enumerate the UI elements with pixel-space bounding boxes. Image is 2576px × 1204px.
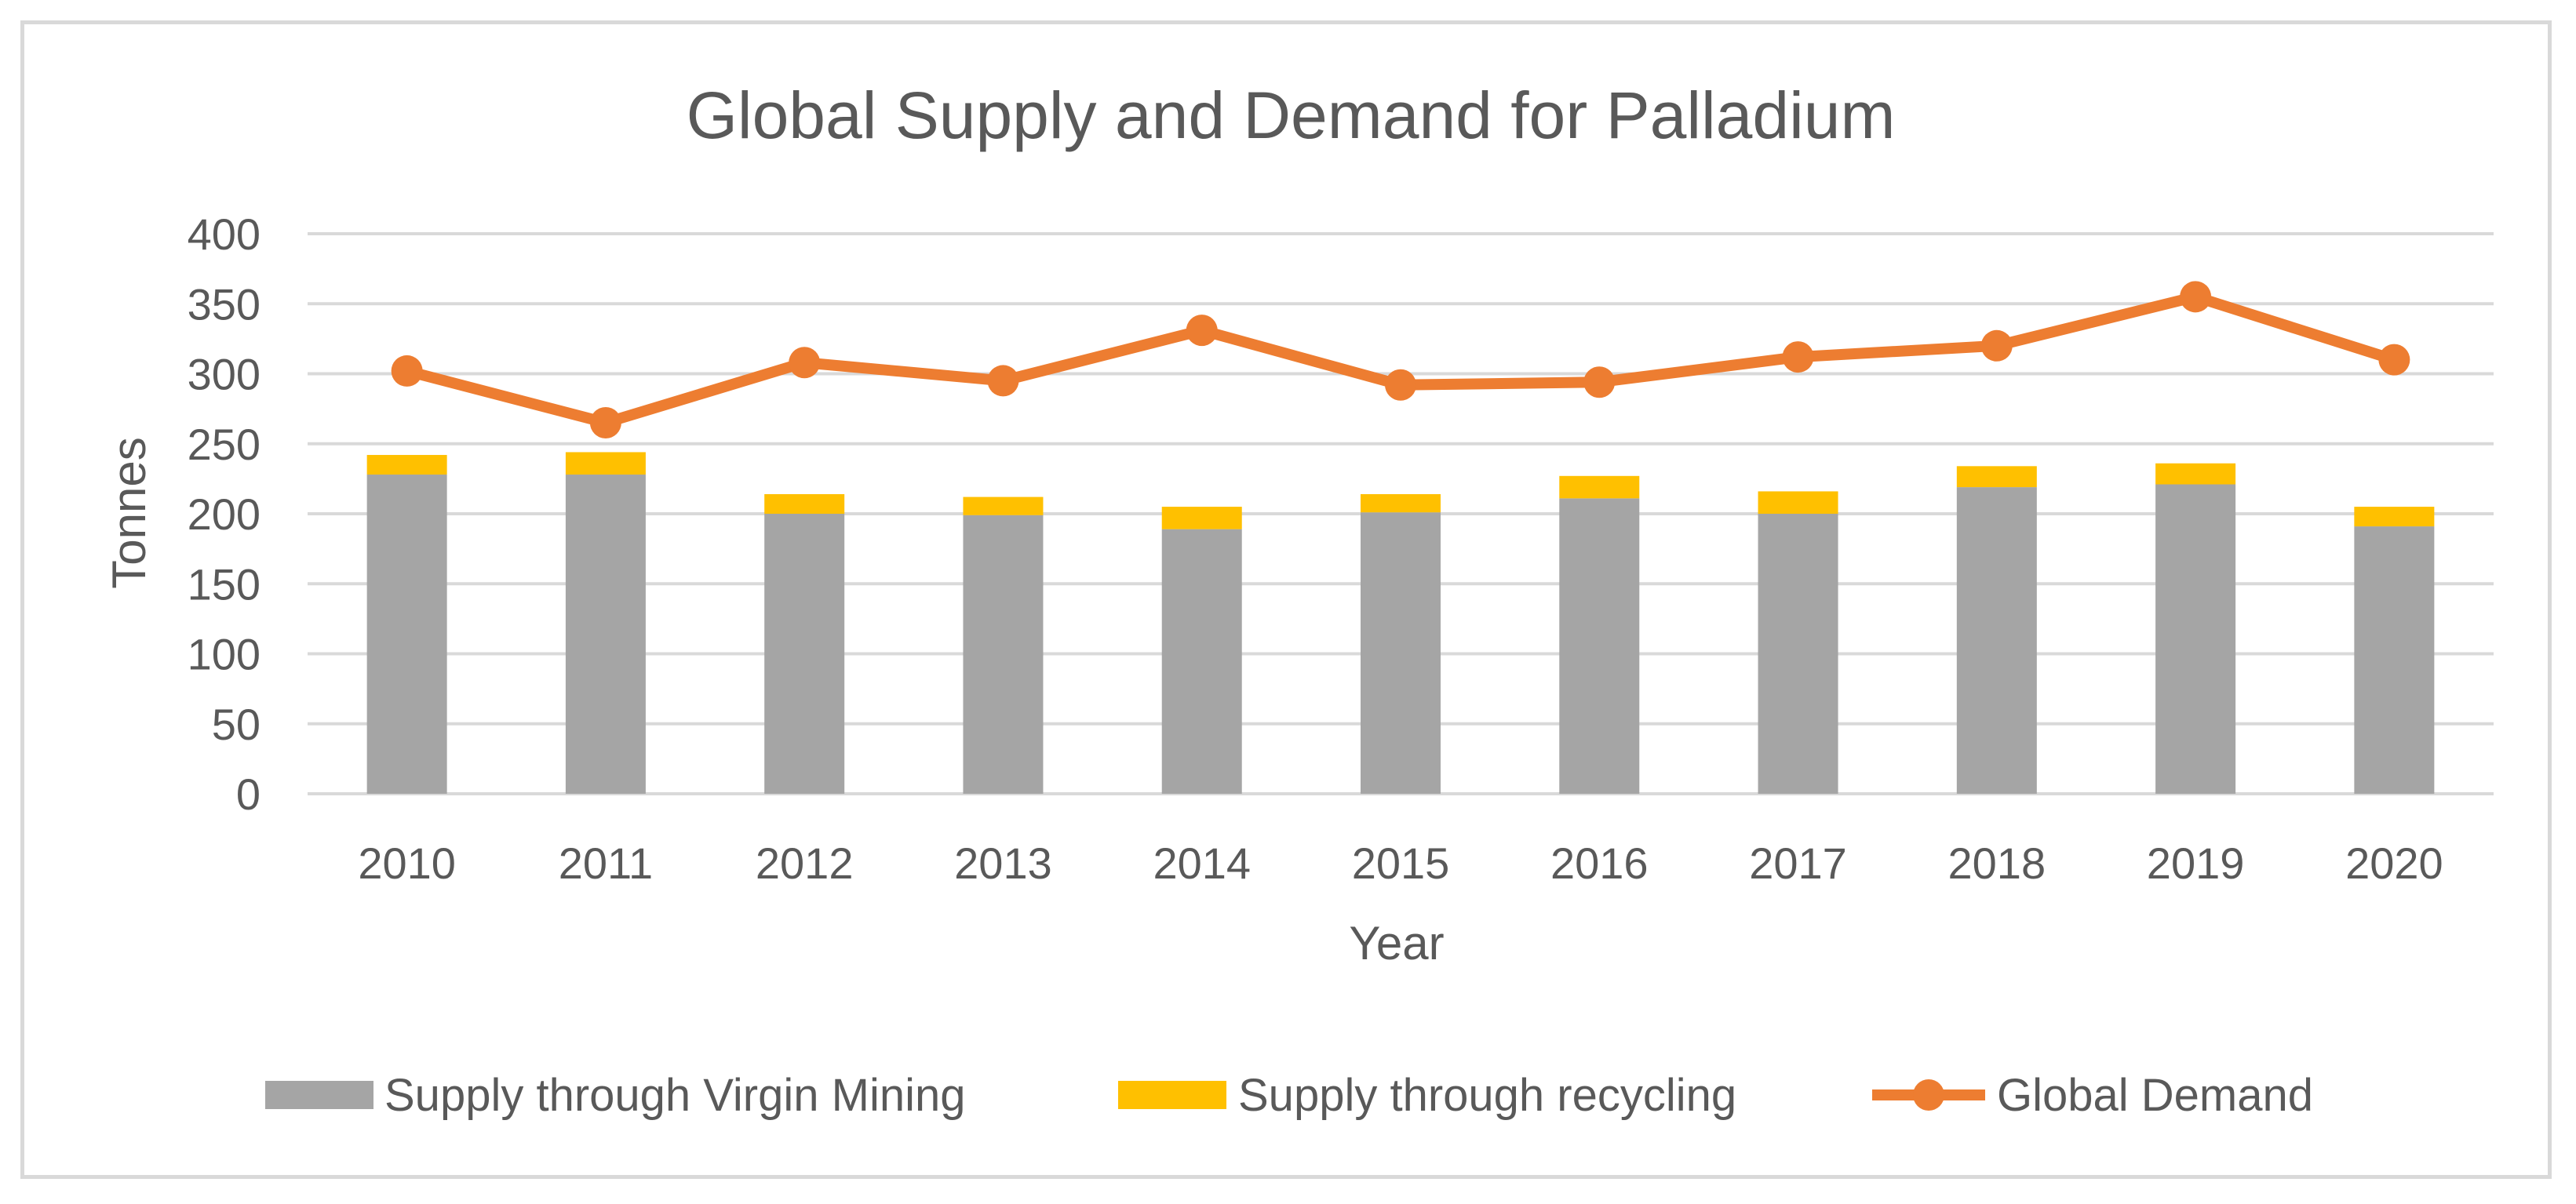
bar-recycling-2015: [1361, 494, 1441, 513]
bar-recycling-2016: [1559, 475, 1640, 499]
legend-label-demand: Global Demand: [1997, 1070, 2313, 1121]
demand-point-2014: [1186, 315, 1218, 347]
x-tick-label-2013: 2013: [954, 838, 1052, 888]
bar-virgin-mining-2015: [1361, 512, 1441, 794]
bar-virgin-mining-2019: [2155, 484, 2236, 794]
demand-point-2016: [1583, 366, 1616, 398]
x-tick-label-2017: 2017: [1749, 838, 1847, 888]
demand-point-2017: [1782, 341, 1814, 373]
chart-title: Global Supply and Demand for Palladium: [687, 78, 1896, 152]
bar-virgin-mining-2018: [1956, 487, 2037, 794]
demand-point-2019: [2180, 281, 2212, 313]
x-tick-label-2020: 2020: [2345, 838, 2443, 888]
demand-line-path: [401, 291, 2400, 428]
demand-point-2015: [1385, 369, 1416, 401]
x-tick-label-2012: 2012: [756, 838, 854, 888]
bar-recycling-2011: [565, 452, 646, 475]
legend-swatch-recycling: [1118, 1081, 1226, 1109]
bar-recycling-2018: [1956, 466, 2037, 488]
x-tick-label-2016: 2016: [1550, 838, 1649, 888]
bar-virgin-mining-2013: [963, 515, 1044, 794]
y-tick-labels: 0 50 100 150 200 250 300 350 400: [188, 209, 261, 819]
y-tick-label-150: 150: [188, 559, 261, 609]
y-axis-title: Tonnes: [103, 437, 155, 588]
bar-virgin-mining-2010: [366, 475, 447, 794]
demand-point-2011: [589, 406, 621, 438]
gridlines: [308, 232, 2494, 795]
bar-recycling-2012: [764, 494, 845, 514]
x-tick-label-2018: 2018: [1948, 838, 2046, 888]
y-tick-label-350: 350: [188, 279, 261, 329]
y-tick-label-250: 250: [188, 420, 261, 469]
y-tick-label-50: 50: [212, 700, 261, 749]
y-tick-label-300: 300: [188, 350, 261, 399]
bar-recycling-2013: [963, 497, 1044, 515]
x-tick-label-2015: 2015: [1352, 838, 1450, 888]
demand-point-2013: [987, 365, 1019, 397]
bar-recycling-2019: [2155, 463, 2236, 485]
legend-marker-demand: [1913, 1079, 1944, 1111]
demand-point-2012: [789, 347, 821, 379]
bar-virgin-mining-2011: [565, 475, 646, 794]
y-tick-label-0: 0: [236, 769, 261, 819]
bar-virgin-mining-2012: [764, 514, 845, 794]
x-tick-label-2011: 2011: [559, 838, 653, 888]
y-tick-label-400: 400: [188, 209, 261, 259]
bar-virgin-mining-2020: [2354, 526, 2435, 794]
bar-virgin-mining-2016: [1559, 498, 1640, 794]
bars: [366, 452, 2435, 794]
legend: Supply through Virgin Mining Supply thro…: [265, 1070, 2313, 1121]
legend-label-virgin-mining: Supply through Virgin Mining: [384, 1070, 966, 1121]
bar-recycling-2017: [1758, 491, 1838, 514]
x-tick-label-2014: 2014: [1153, 838, 1251, 888]
demand-line: [391, 281, 2410, 438]
legend-swatch-virgin-mining: [265, 1081, 373, 1109]
x-tick-label-2019: 2019: [2147, 838, 2245, 888]
demand-point-2018: [1980, 329, 2013, 362]
legend-label-recycling: Supply through recycling: [1238, 1070, 1736, 1121]
bar-recycling-2014: [1161, 507, 1242, 529]
y-tick-label-200: 200: [188, 489, 261, 539]
bar-virgin-mining-2017: [1758, 514, 1838, 794]
bar-virgin-mining-2014: [1161, 529, 1242, 794]
x-tick-label-2010: 2010: [358, 838, 456, 888]
bar-recycling-2020: [2354, 507, 2435, 527]
demand-point-2020: [2378, 344, 2410, 376]
y-tick-label-100: 100: [188, 630, 261, 679]
bar-recycling-2010: [366, 455, 447, 475]
demand-point-2010: [391, 355, 423, 387]
x-axis-title: Year: [1349, 917, 1444, 969]
x-tick-labels: 2010 2011 2012 2013 2014 2015 2016 2017 2018 2019…: [358, 838, 2443, 888]
